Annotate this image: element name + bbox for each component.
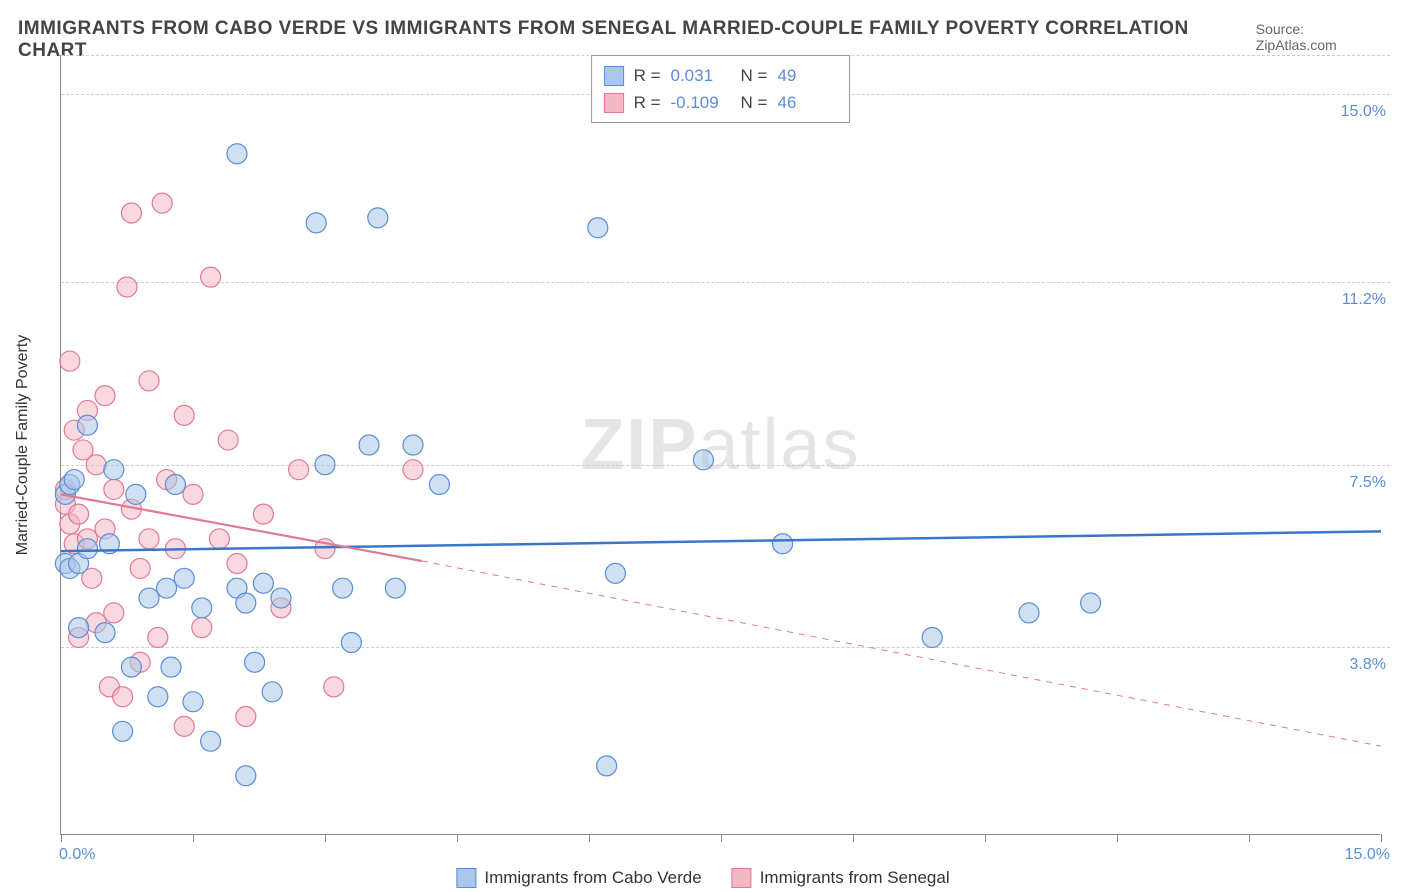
data-point	[253, 573, 273, 593]
x-tick	[325, 834, 326, 842]
data-point	[324, 677, 344, 697]
data-point	[104, 603, 124, 623]
data-point	[289, 460, 309, 480]
x-tick	[1117, 834, 1118, 842]
source-label: Source: ZipAtlas.com	[1256, 21, 1388, 53]
x-axis-min-label: 0.0%	[59, 846, 95, 864]
data-point	[262, 682, 282, 702]
stats-box: R = 0.031 N = 49 R = -0.109 N = 46	[591, 55, 851, 123]
data-point	[227, 553, 247, 573]
data-point	[64, 470, 84, 490]
data-point	[152, 193, 172, 213]
data-point	[60, 351, 80, 371]
data-point	[201, 731, 221, 751]
data-point	[139, 588, 159, 608]
swatch-series-1	[604, 66, 624, 86]
x-tick	[1249, 834, 1250, 842]
data-point	[157, 578, 177, 598]
x-tick	[853, 834, 854, 842]
data-point	[605, 563, 625, 583]
data-point	[130, 558, 150, 578]
legend-item-1: Immigrants from Cabo Verde	[456, 868, 701, 888]
data-point	[174, 568, 194, 588]
data-point	[209, 529, 229, 549]
x-tick	[1381, 834, 1382, 842]
data-point	[403, 435, 423, 455]
data-point	[104, 460, 124, 480]
data-point	[315, 455, 335, 475]
regression-line	[422, 561, 1381, 746]
data-point	[161, 657, 181, 677]
data-point	[77, 539, 97, 559]
data-point	[77, 415, 97, 435]
regression-line	[61, 531, 1381, 551]
scatter-chart	[61, 55, 1380, 834]
data-point	[253, 504, 273, 524]
stats-row-2: R = -0.109 N = 46	[604, 89, 838, 116]
data-point	[126, 484, 146, 504]
data-point	[113, 721, 133, 741]
x-tick	[589, 834, 590, 842]
plot-area: Married-Couple Family Poverty ZIPatlas 1…	[60, 55, 1380, 835]
x-tick	[457, 834, 458, 842]
swatch-series-2	[732, 868, 752, 888]
data-point	[117, 277, 137, 297]
data-point	[86, 455, 106, 475]
data-point	[113, 687, 133, 707]
data-point	[139, 529, 159, 549]
data-point	[597, 756, 617, 776]
x-tick	[61, 834, 62, 842]
data-point	[236, 766, 256, 786]
data-point	[174, 716, 194, 736]
data-point	[773, 534, 793, 554]
data-point	[192, 618, 212, 638]
data-point	[1019, 603, 1039, 623]
x-tick	[985, 834, 986, 842]
data-point	[192, 598, 212, 618]
data-point	[429, 474, 449, 494]
data-point	[165, 474, 185, 494]
data-point	[139, 371, 159, 391]
data-point	[148, 687, 168, 707]
data-point	[218, 430, 238, 450]
data-point	[693, 450, 713, 470]
data-point	[359, 435, 379, 455]
data-point	[148, 628, 168, 648]
data-point	[341, 632, 361, 652]
x-axis-max-label: 15.0%	[1345, 846, 1390, 864]
data-point	[306, 213, 326, 233]
swatch-series-1	[456, 868, 476, 888]
swatch-series-2	[604, 93, 624, 113]
data-point	[368, 208, 388, 228]
data-point	[236, 593, 256, 613]
data-point	[271, 588, 291, 608]
data-point	[95, 623, 115, 643]
data-point	[236, 707, 256, 727]
data-point	[201, 267, 221, 287]
data-point	[69, 504, 89, 524]
legend: Immigrants from Cabo Verde Immigrants fr…	[456, 868, 949, 888]
data-point	[69, 618, 89, 638]
data-point	[245, 652, 265, 672]
stats-row-1: R = 0.031 N = 49	[604, 62, 838, 89]
data-point	[588, 218, 608, 238]
data-point	[183, 692, 203, 712]
data-point	[385, 578, 405, 598]
data-point	[121, 657, 141, 677]
x-tick	[193, 834, 194, 842]
data-point	[183, 484, 203, 504]
data-point	[174, 405, 194, 425]
x-tick	[721, 834, 722, 842]
data-point	[227, 144, 247, 164]
data-point	[121, 203, 141, 223]
data-point	[1081, 593, 1101, 613]
data-point	[95, 386, 115, 406]
data-point	[922, 628, 942, 648]
data-point	[333, 578, 353, 598]
data-point	[403, 460, 423, 480]
data-point	[104, 479, 124, 499]
legend-item-2: Immigrants from Senegal	[732, 868, 950, 888]
y-axis-title: Married-Couple Family Poverty	[14, 334, 32, 555]
